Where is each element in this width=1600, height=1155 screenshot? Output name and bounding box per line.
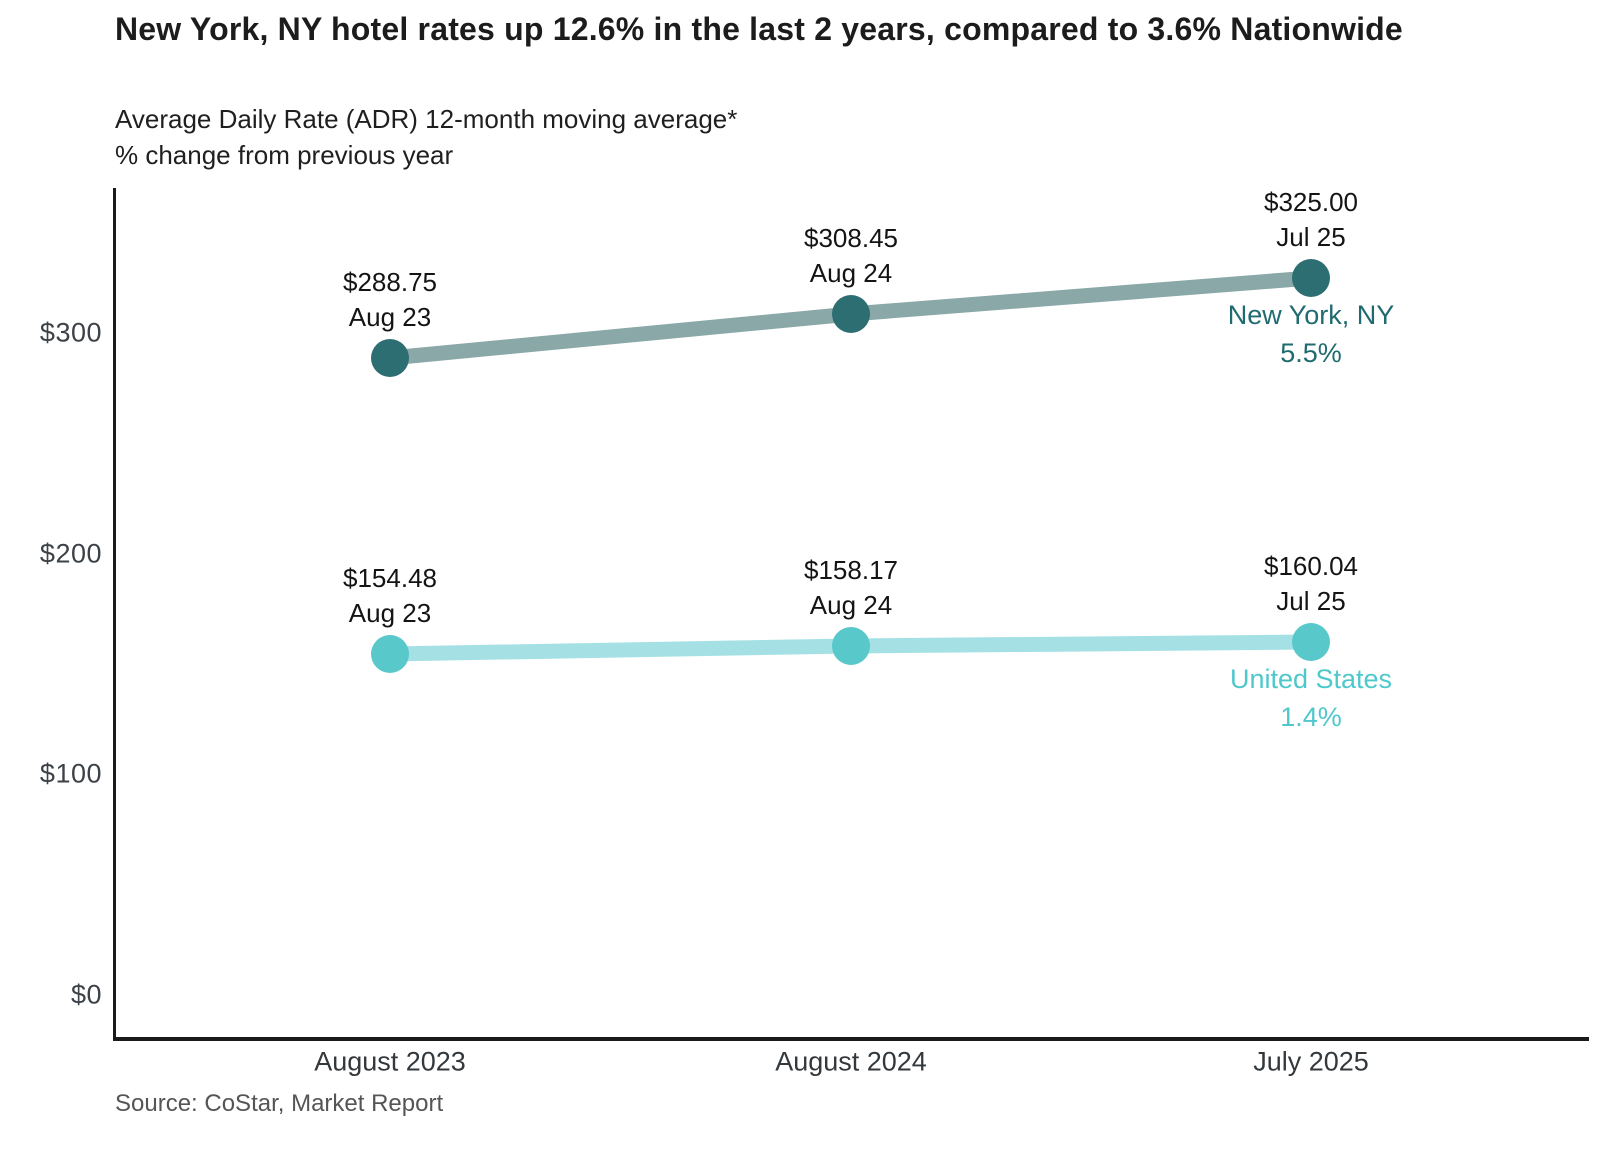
x-tick-label: August 2024: [775, 1046, 927, 1077]
point-value: $325.00: [1264, 187, 1358, 217]
x-tick-label: August 2023: [314, 1046, 466, 1077]
point-date: Jul 25: [1276, 586, 1346, 616]
point-label: $325.00 Jul 25: [1264, 185, 1358, 255]
series-legend-label: United States 1.4%: [1230, 660, 1392, 736]
point-date: Aug 23: [348, 302, 432, 332]
y-tick-label: $200: [39, 538, 102, 569]
data-point-marker: [832, 627, 870, 665]
data-point-marker: [371, 339, 409, 377]
point-value: $154.48: [343, 563, 437, 593]
series-line-united-states: [389, 634, 1312, 662]
series-legend-label: New York, NY 5.5%: [1228, 296, 1395, 372]
point-value: $160.04: [1264, 551, 1358, 581]
source-note: Source: CoStar, Market Report: [115, 1090, 444, 1117]
chart-subtitle: Average Daily Rate (ADR) 12-month moving…: [115, 101, 1315, 173]
y-axis-line: [113, 188, 116, 1040]
point-label: $288.75 Aug 23: [343, 265, 437, 335]
point-value: $308.45: [804, 223, 898, 253]
data-point-marker: [1292, 623, 1330, 661]
series-name: United States: [1229, 664, 1393, 694]
point-label: $308.45 Aug 24: [804, 221, 898, 291]
data-point-marker: [1292, 259, 1330, 297]
y-tick-label: $300: [39, 317, 102, 348]
series-pct-change: 1.4%: [1280, 702, 1342, 732]
point-value: $288.75: [343, 267, 437, 297]
point-label: $154.48 Aug 23: [343, 561, 437, 631]
data-point-marker: [371, 635, 409, 673]
point-date: Aug 23: [348, 598, 432, 628]
x-tick-label: July 2025: [1253, 1046, 1369, 1077]
page-title: New York, NY hotel rates up 12.6% in the…: [115, 11, 1403, 47]
point-label: $160.04 Jul 25: [1264, 549, 1358, 619]
series-name: New York, NY: [1227, 300, 1395, 330]
point-date: Jul 25: [1276, 222, 1346, 252]
series-pct-change: 5.5%: [1280, 338, 1342, 368]
subtitle-line-2: % change from previous year: [115, 140, 454, 170]
data-point-marker: [832, 295, 870, 333]
y-tick-label: $100: [39, 758, 102, 789]
y-tick-label: $0: [70, 979, 102, 1010]
point-date: Aug 24: [809, 258, 893, 288]
subtitle-line-1: Average Daily Rate (ADR) 12-month moving…: [115, 104, 738, 134]
point-label: $158.17 Aug 24: [804, 553, 898, 623]
x-axis-line: [113, 1037, 1589, 1041]
point-value: $158.17: [804, 555, 898, 585]
point-date: Aug 24: [809, 590, 893, 620]
